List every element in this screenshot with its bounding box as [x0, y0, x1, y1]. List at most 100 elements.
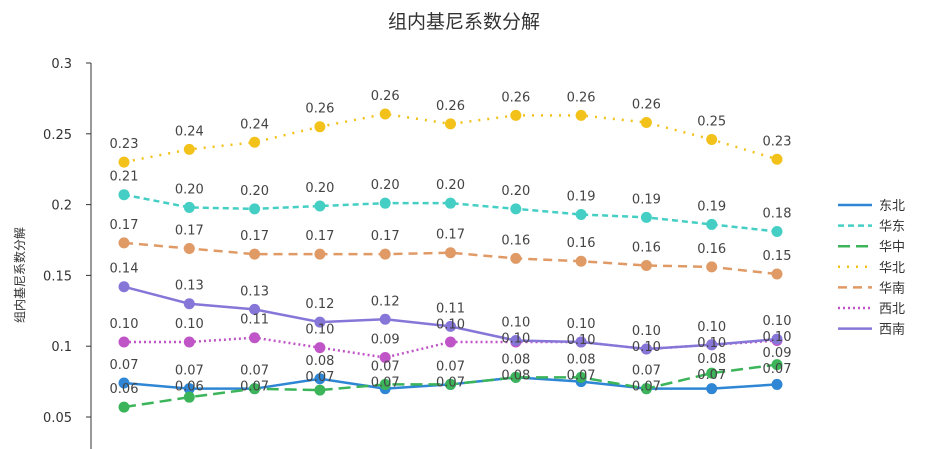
data-point	[575, 255, 587, 267]
y-tick-label: 0.25	[43, 128, 72, 143]
data-label: 0.18	[763, 207, 792, 222]
data-label: 0.10	[567, 317, 596, 332]
data-point	[379, 313, 391, 325]
data-point	[706, 133, 718, 145]
data-point	[575, 371, 587, 383]
legend-label: 西北	[879, 302, 905, 317]
data-point	[445, 378, 456, 390]
data-label: 0.10	[697, 320, 726, 335]
data-label: 0.19	[697, 199, 726, 214]
data-point	[314, 200, 326, 212]
data-point	[118, 401, 130, 413]
data-point	[771, 268, 783, 280]
data-label: 0.10	[697, 336, 726, 351]
data-point	[575, 209, 587, 221]
data-point	[249, 383, 261, 395]
data-point	[510, 371, 522, 383]
data-point	[510, 252, 522, 264]
data-label: 0.17	[175, 223, 204, 238]
data-label: 0.23	[110, 137, 139, 152]
legend-label: 华东	[879, 220, 905, 235]
data-point	[771, 333, 783, 345]
data-point	[249, 332, 261, 344]
data-point	[249, 203, 261, 215]
data-label: 0.17	[436, 228, 465, 243]
data-point	[379, 197, 391, 209]
data-label: 0.26	[436, 99, 465, 114]
y-tick-label: 0.1	[51, 340, 72, 355]
data-label: 0.10	[632, 340, 661, 355]
legend-label: 东北	[879, 199, 905, 214]
data-label: 0.10	[632, 324, 661, 339]
data-label: 0.07	[436, 359, 465, 374]
data-point	[445, 336, 456, 348]
data-point	[771, 153, 783, 165]
data-label: 0.16	[632, 240, 661, 255]
data-label: 0.10	[567, 333, 596, 348]
y-axis-label: 组内基尼系数分解	[12, 227, 27, 323]
data-point	[249, 248, 261, 260]
data-label: 0.07	[110, 358, 139, 373]
data-point	[640, 259, 652, 271]
y-tick-label: 0.05	[43, 411, 72, 426]
data-label: 0.06	[110, 382, 139, 397]
data-label: 0.20	[305, 181, 334, 196]
series-line-华东	[123, 193, 778, 233]
data-point	[183, 143, 195, 155]
data-point	[118, 189, 130, 201]
data-label: 0.23	[763, 134, 792, 149]
data-point	[118, 237, 130, 249]
data-label: 0.09	[763, 346, 792, 361]
data-point	[640, 343, 652, 355]
data-label: 0.20	[240, 184, 269, 199]
data-label: 0.25	[697, 114, 726, 129]
chart-title: 组内基尼系数分解	[388, 11, 540, 33]
legend-label: 华中	[879, 240, 905, 255]
data-label: 0.10	[436, 317, 465, 332]
data-point	[314, 121, 326, 133]
data-label: 0.26	[632, 97, 661, 112]
data-point	[706, 261, 718, 273]
data-label: 0.07	[371, 375, 400, 390]
data-label: 0.09	[371, 333, 400, 348]
data-label: 0.14	[110, 262, 139, 277]
data-label: 0.20	[436, 178, 465, 193]
data-point	[706, 383, 718, 395]
data-label: 0.24	[240, 117, 269, 132]
data-point	[314, 248, 326, 260]
data-point	[118, 156, 130, 168]
data-label: 0.17	[305, 229, 334, 244]
data-label: 0.07	[240, 364, 269, 379]
data-label: 0.10	[305, 323, 334, 338]
data-point	[771, 359, 783, 371]
data-point	[510, 109, 522, 121]
data-label: 0.26	[567, 90, 596, 105]
data-point	[249, 303, 261, 315]
data-label: 0.20	[175, 182, 204, 197]
data-point	[445, 320, 456, 332]
data-label: 0.07	[567, 368, 596, 383]
data-label: 0.21	[110, 170, 139, 185]
data-point	[118, 281, 130, 293]
data-label: 0.15	[763, 249, 792, 264]
data-point	[510, 335, 522, 347]
data-label: 0.10	[763, 330, 792, 345]
data-label: 0.10	[175, 317, 204, 332]
data-point	[640, 383, 652, 395]
data-point	[118, 377, 130, 389]
data-label: 0.12	[305, 297, 334, 312]
data-point	[314, 342, 326, 354]
data-label: 0.16	[697, 242, 726, 257]
data-point	[575, 336, 587, 348]
data-label: 0.07	[697, 368, 726, 383]
data-point	[445, 247, 456, 259]
data-point	[379, 378, 391, 390]
data-point	[379, 352, 391, 364]
data-label: 0.08	[501, 352, 530, 367]
data-label: 0.08	[567, 352, 596, 367]
data-point	[771, 378, 783, 390]
data-point	[183, 298, 195, 310]
legend-label: 华北	[879, 261, 905, 276]
data-label: 0.13	[240, 284, 269, 299]
